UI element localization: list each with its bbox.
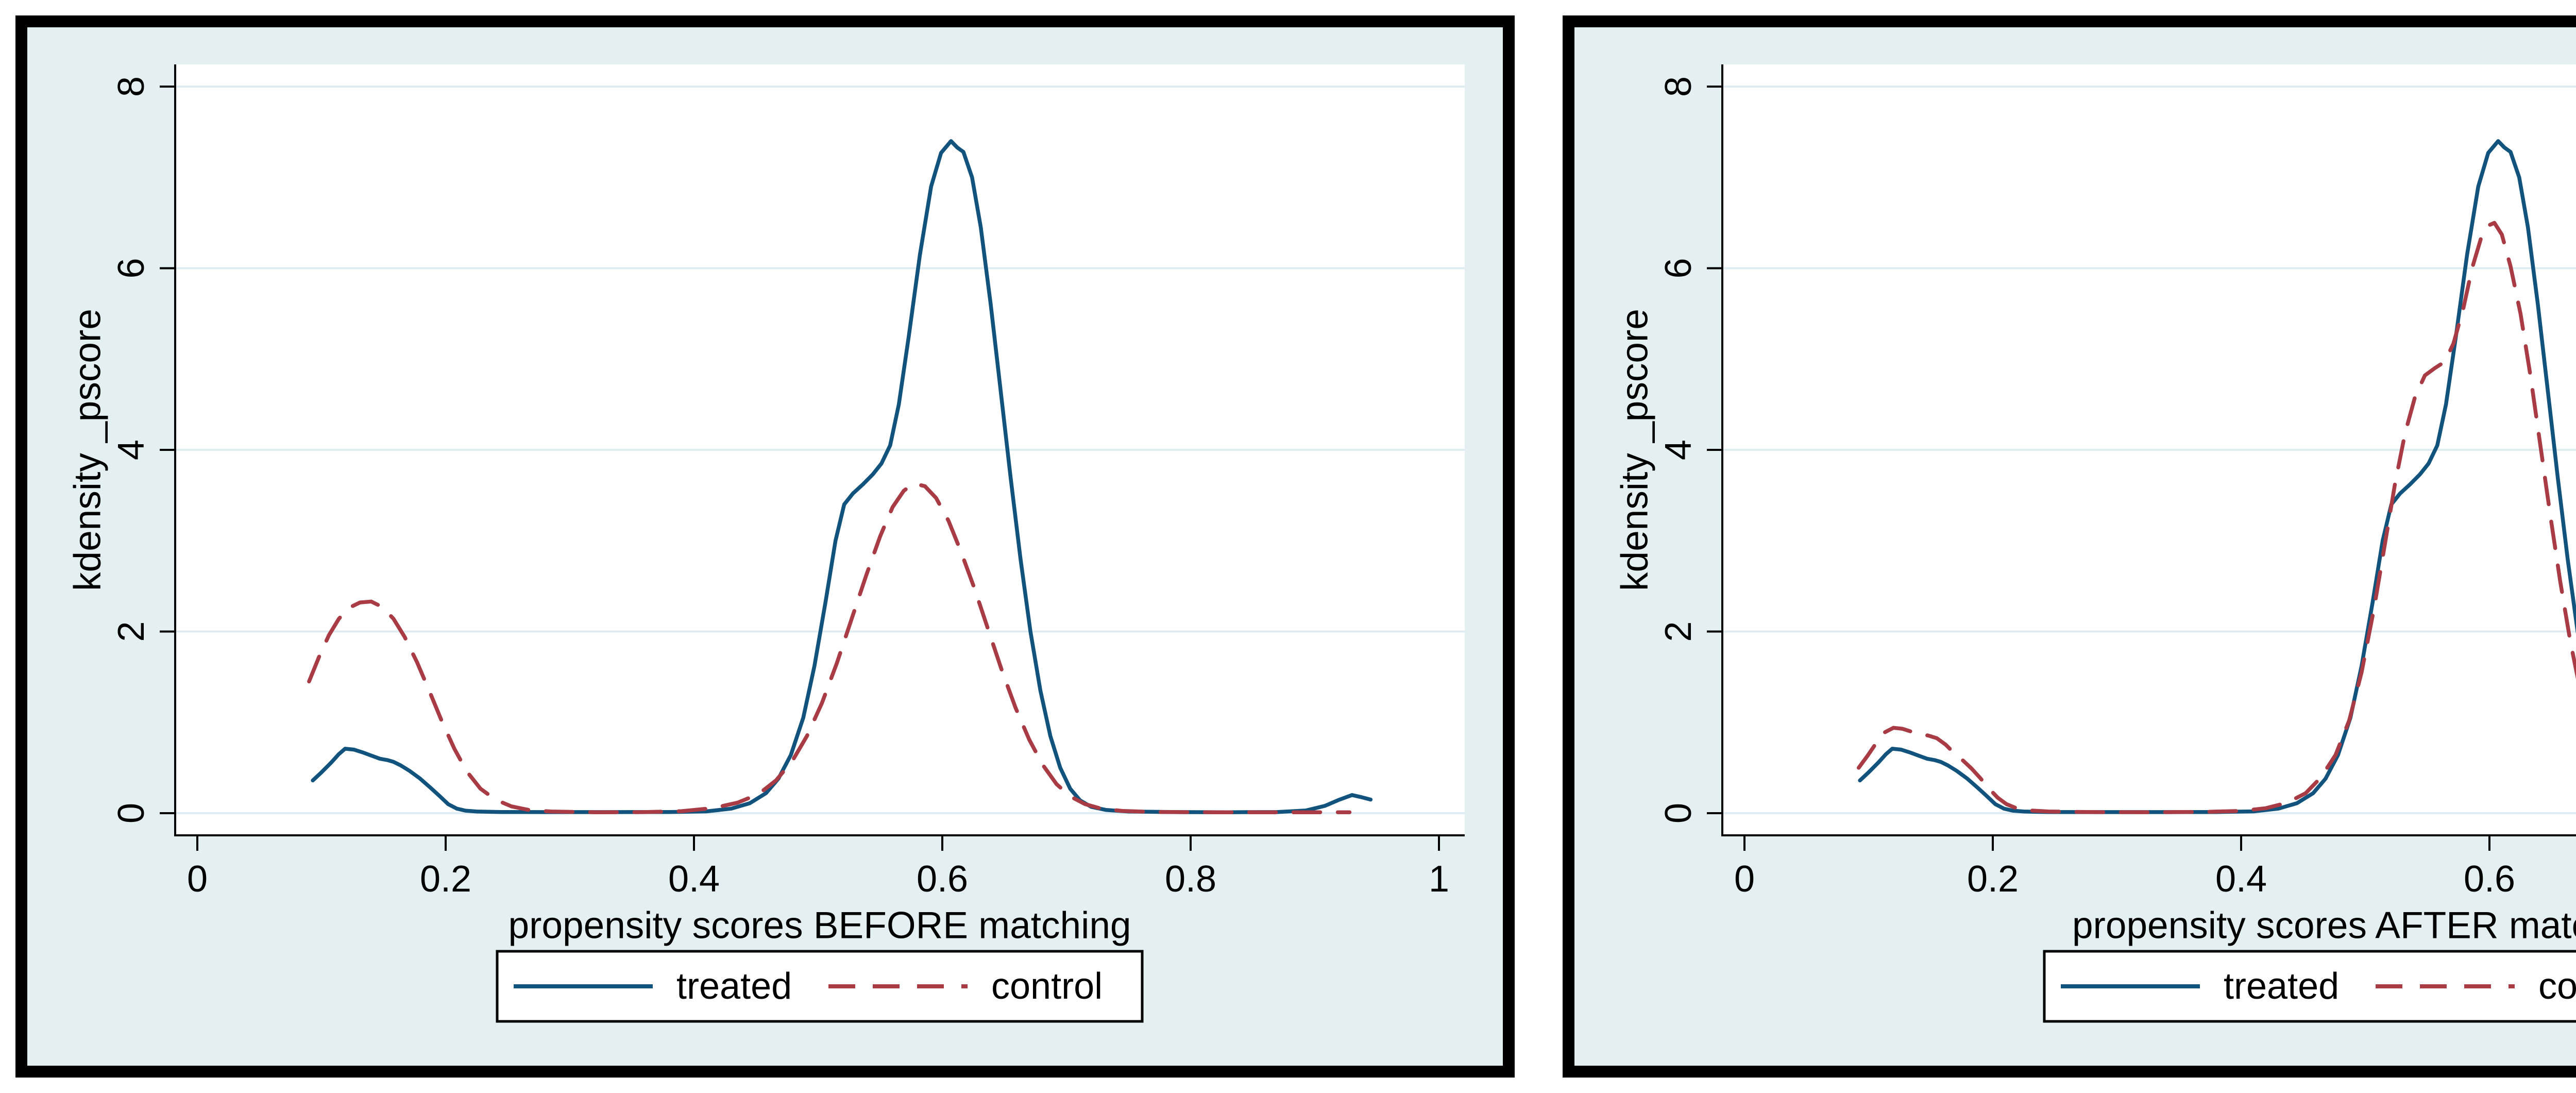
y-axis: 0 2 4 6 8	[1658, 76, 1722, 823]
control-curve	[307, 481, 1352, 814]
y-axis-title: kdensity _pscore	[1614, 309, 1656, 591]
kdensity-panel-before: 0 2 4 6 8 0 0.2 0.4 0.6 0.8 1 propensity scores BEF…	[15, 15, 1515, 1078]
x-tick-label: 0.4	[668, 859, 720, 900]
x-tick-label: 0.2	[1967, 859, 2019, 900]
legend: treated control	[2043, 950, 2576, 1023]
x-tick-label: 0	[1734, 859, 1755, 900]
legend: treated control	[496, 950, 1144, 1023]
x-tick-label: 0.8	[1165, 859, 1216, 900]
x-axis: 0 0.2 0.4 0.6 0.8 1	[187, 835, 1449, 900]
x-tick-label: 0.6	[2464, 859, 2515, 900]
x-axis-title: propensity scores BEFORE matching	[508, 905, 1131, 947]
y-tick-label: 6	[1658, 258, 1699, 278]
x-tick-label: 0.2	[420, 859, 471, 900]
x-tick-label: 0.6	[917, 859, 968, 900]
y-tick-label: 6	[111, 258, 152, 278]
legend-treated-label: treated	[676, 966, 792, 1007]
y-tick-label: 2	[1658, 621, 1699, 642]
y-tick-label: 8	[111, 76, 152, 97]
x-tick-label: 1	[1429, 859, 1449, 900]
legend-control-label: control	[991, 966, 1103, 1007]
y-tick-label: 0	[1658, 803, 1699, 823]
y-tick-label: 8	[1658, 76, 1699, 97]
y-tick-label: 2	[111, 621, 152, 642]
y-tick-label: 4	[1658, 440, 1699, 460]
legend-control-label: control	[2538, 966, 2576, 1007]
x-tick-label: 0	[187, 859, 208, 900]
y-tick-label: 4	[111, 440, 152, 460]
y-tick-label: 0	[111, 803, 152, 823]
x-tick-label: 0.4	[2215, 859, 2267, 900]
treated-curve	[1858, 139, 2576, 814]
x-axis-title: propensity scores AFTER matching	[2072, 905, 2576, 947]
control-curve	[1856, 221, 2576, 814]
y-axis-title: kdensity _pscore	[67, 309, 109, 591]
x-axis: 00.20.40.60.81	[1734, 835, 2515, 900]
y-axis: 0 2 4 6 8	[111, 76, 175, 823]
legend-treated-label: treated	[2224, 966, 2339, 1007]
